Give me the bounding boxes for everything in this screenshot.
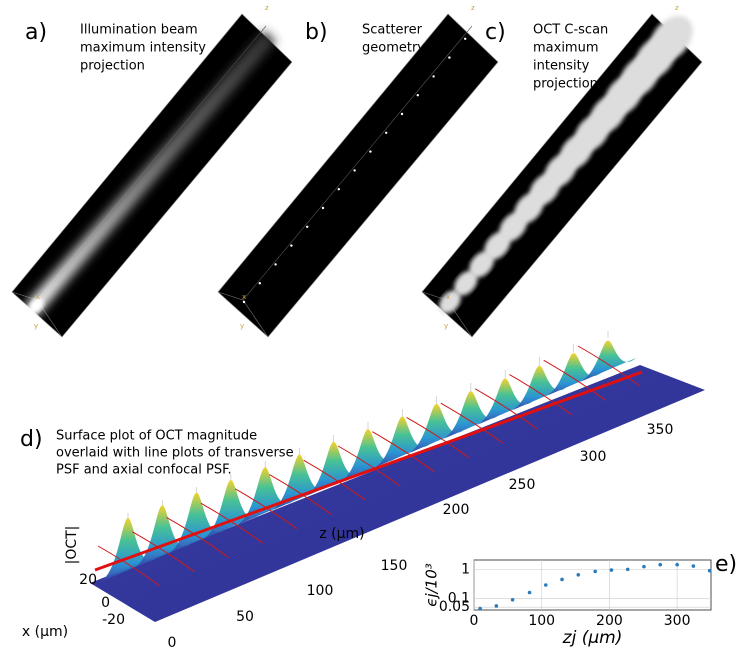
point — [692, 564, 696, 568]
scatterer — [243, 301, 245, 303]
corner-label: x — [446, 293, 450, 301]
z-tick-label: 350 — [647, 422, 674, 438]
point — [658, 563, 662, 567]
z-tick-label: 150 — [381, 558, 408, 574]
corner-label: z — [471, 4, 475, 12]
panel-caption: geometry — [362, 41, 425, 56]
scatterer — [432, 75, 434, 77]
scatterer — [464, 38, 466, 40]
panel-caption: maximum intensity — [80, 41, 206, 56]
vertical-axis-title: |OCT| — [64, 526, 80, 565]
point — [642, 565, 646, 569]
panel-label: a) — [25, 20, 47, 45]
scatterer — [259, 282, 261, 284]
point — [544, 583, 548, 587]
panel-label: d) — [20, 427, 43, 452]
z-tick-label: 250 — [509, 477, 536, 493]
scatterer — [322, 207, 324, 209]
point — [511, 598, 515, 602]
point — [610, 568, 614, 572]
scatterer — [369, 150, 371, 152]
panel-caption: projection — [80, 59, 145, 74]
x-tick-label: 300 — [664, 613, 691, 629]
panel-caption: maximum — [533, 41, 599, 56]
panel-label: b) — [305, 20, 328, 45]
scatterer — [448, 56, 450, 58]
corner-label: z — [675, 4, 679, 12]
plot-area — [474, 560, 711, 610]
panel-caption: overlaid with line plots of transverse — [56, 446, 294, 461]
point — [478, 607, 482, 611]
point — [675, 563, 679, 567]
panel-caption: intensity — [533, 59, 590, 74]
scatterer — [338, 188, 340, 190]
point — [560, 578, 564, 582]
y-tick-label: 1 — [461, 561, 470, 577]
corner-label: y — [240, 322, 244, 330]
panel-label: e) — [715, 552, 737, 577]
scatterer — [306, 226, 308, 228]
volume-renderings — [12, 8, 702, 337]
beam — [30, 36, 270, 312]
point — [528, 591, 532, 595]
z-axis-title: z (μm) — [319, 526, 364, 542]
panel-caption: Illumination beam — [80, 23, 198, 38]
z-tick-label: 300 — [580, 449, 607, 465]
panel-caption: Surface plot of OCT magnitude — [56, 429, 257, 444]
point — [576, 573, 580, 577]
x-tick-label: 0 — [470, 613, 479, 629]
y-tick-label: 0.1 — [448, 590, 470, 606]
x-tick-label: 0 — [101, 595, 110, 611]
z-tick-label: 100 — [307, 583, 334, 599]
z-tick-label: 200 — [443, 502, 470, 518]
figure: a) Illumination beam maximum intensity proj… — [0, 0, 738, 654]
scatterer — [353, 169, 355, 171]
panel-label: c) — [485, 20, 506, 45]
x-tick-label: 200 — [596, 613, 623, 629]
panel-caption: OCT C-scan — [533, 23, 608, 38]
x-axis-title: x (μm) — [22, 624, 68, 640]
scatterer — [417, 94, 419, 96]
point — [708, 569, 712, 573]
corner-label: x — [242, 293, 246, 301]
x-tick-label: 20 — [79, 572, 97, 588]
x-tick-label: -20 — [102, 612, 125, 628]
scatterer — [274, 263, 276, 265]
corner-label: y — [444, 322, 448, 330]
z-tick-label: 0 — [168, 635, 177, 651]
point — [495, 604, 499, 608]
corner-label: y — [34, 322, 38, 330]
point — [626, 568, 630, 572]
x-axis-title: zj (μm) — [562, 628, 623, 648]
x-tick-label: 100 — [528, 613, 555, 629]
scatterer — [290, 244, 292, 246]
scatterer — [385, 132, 387, 134]
panel-caption: projection — [533, 77, 598, 92]
point — [593, 570, 597, 574]
corner-label: x — [36, 293, 40, 301]
panel-caption: PSF and axial confocal PSF. — [56, 463, 232, 478]
z-tick-label: 50 — [236, 609, 254, 625]
panel-caption: Scatterer — [362, 23, 423, 38]
scatterer — [401, 113, 403, 115]
y-axis-title: ϵj/10³ — [423, 563, 441, 607]
corner-label: z — [265, 4, 269, 12]
